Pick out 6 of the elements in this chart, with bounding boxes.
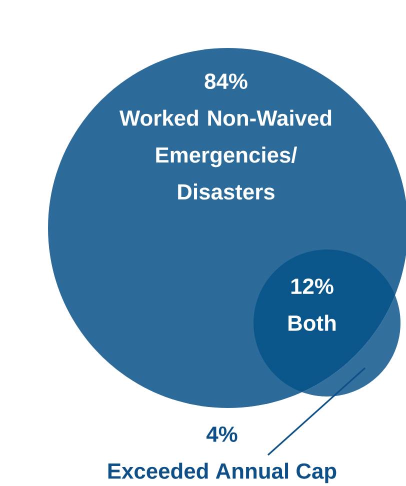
category-label: Exceeded Annual Cap bbox=[108, 462, 336, 484]
data-label: 4% bbox=[206, 426, 238, 442]
data-label: 12% bbox=[291, 278, 334, 294]
category-label: Both bbox=[288, 314, 336, 331]
data-label: 84% bbox=[204, 74, 248, 90]
category-label: Worked Non-Waived Emergencies/ Disasters bbox=[119, 110, 332, 200]
